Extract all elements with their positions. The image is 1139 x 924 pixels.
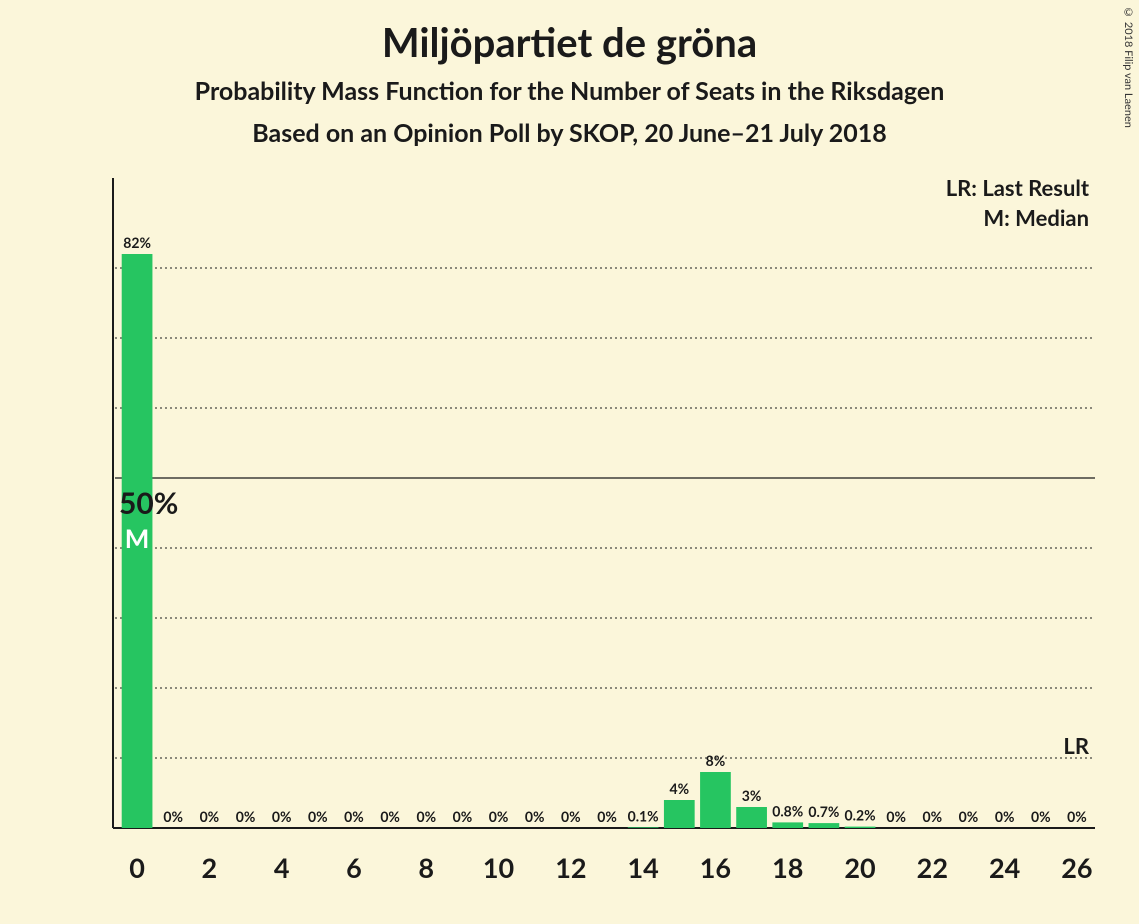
bar-value-label: 8% <box>706 752 726 769</box>
bar-value-label: 0.8% <box>772 802 803 819</box>
x-tick-label: 6 <box>346 851 362 884</box>
bar <box>736 807 767 828</box>
bar <box>700 772 731 828</box>
bar-value-label: 82% <box>123 234 151 251</box>
bar-value-label: 0% <box>344 808 364 825</box>
bar-value-label: 0% <box>200 808 220 825</box>
bar <box>845 827 876 828</box>
x-tick-label: 0 <box>129 851 145 884</box>
chart-subtitle-2: Based on an Opinion Poll by SKOP, 20 Jun… <box>0 118 1139 148</box>
bar-value-label: 0% <box>886 808 906 825</box>
x-tick-label: 16 <box>700 851 731 884</box>
plot-area: 50% 82%00%0%20%0%40%0%60%0%80%0%100%0%12… <box>105 178 1105 828</box>
bar-value-label: 0% <box>959 808 979 825</box>
legend-m: M: Median <box>983 204 1089 231</box>
bar-value-label: 0% <box>489 808 509 825</box>
x-tick-label: 22 <box>917 851 948 884</box>
bar-value-label: 0% <box>453 808 473 825</box>
bar-value-label: 0% <box>525 808 545 825</box>
bar-value-label: 0% <box>308 808 328 825</box>
legend-lr: LR: Last Result <box>946 178 1090 201</box>
x-tick-label: 4 <box>274 851 290 884</box>
bar-value-label: 0% <box>380 808 400 825</box>
bar-value-label: 0% <box>163 808 183 825</box>
chart-title: Miljöpartiet de gröna <box>0 18 1139 66</box>
x-tick-label: 2 <box>202 851 218 884</box>
x-tick-label: 18 <box>772 851 803 884</box>
chart-subtitle-1: Probability Mass Function for the Number… <box>0 76 1139 106</box>
x-tick-label: 20 <box>844 851 875 884</box>
x-tick-label: 14 <box>627 851 658 884</box>
chart-svg: 82% 0 0% 0% 2 0% 0% 4 0% 0% 6 0% 0% 8 0% 0% 10 0% 0% 12 0% 0.… <box>105 178 1105 918</box>
bar-value-label: 4% <box>669 780 689 797</box>
bar <box>628 827 659 828</box>
bar-value-label: 0% <box>561 808 581 825</box>
lr-marker: LR <box>1063 732 1089 759</box>
x-tick-label: 12 <box>555 851 586 884</box>
bar-value-label: 0.2% <box>845 807 876 824</box>
y-axis-label: 50% <box>119 485 178 521</box>
median-marker: M <box>125 522 150 554</box>
bar-value-label: 0% <box>1067 808 1087 825</box>
bar-value-label: 0% <box>923 808 943 825</box>
x-tick-label: 24 <box>989 851 1020 884</box>
x-tick-label: 8 <box>418 851 434 884</box>
bar <box>772 822 803 828</box>
bar-value-label: 3% <box>742 787 762 804</box>
bar-value-label: 0% <box>1031 808 1051 825</box>
bar <box>664 800 695 828</box>
copyright-text: © 2018 Filip van Laenen <box>1122 6 1135 128</box>
bar-value-label: 0% <box>236 808 256 825</box>
x-tick-label: 26 <box>1061 851 1092 884</box>
bar-value-label: 0.1% <box>628 807 659 824</box>
bar-value-label: 0% <box>597 808 617 825</box>
bar-value-label: 0% <box>995 808 1015 825</box>
x-tick-label: 10 <box>483 851 514 884</box>
bar-value-label: 0.7% <box>808 803 839 820</box>
bar <box>809 823 840 828</box>
bar-value-label: 0% <box>416 808 436 825</box>
bar-value-label: 0% <box>272 808 292 825</box>
